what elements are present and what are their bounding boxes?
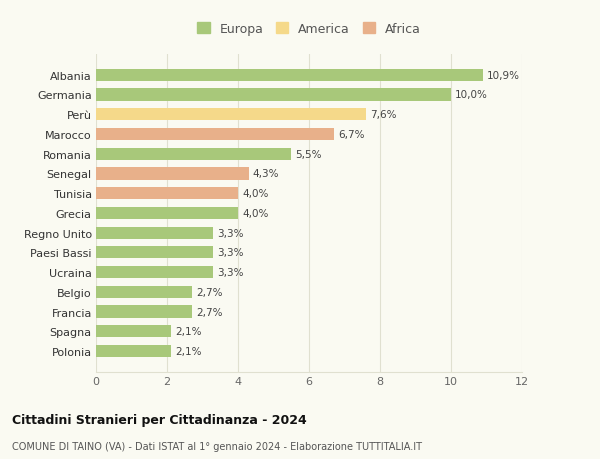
Text: 3,3%: 3,3%: [217, 268, 244, 278]
Text: 6,7%: 6,7%: [338, 130, 365, 140]
Bar: [96, 148, 291, 161]
Bar: [96, 69, 483, 82]
Text: 2,7%: 2,7%: [196, 287, 223, 297]
Bar: [96, 109, 366, 121]
Bar: [96, 207, 238, 219]
Text: 4,0%: 4,0%: [242, 189, 269, 199]
Bar: [96, 306, 192, 318]
Text: 10,9%: 10,9%: [487, 71, 520, 81]
Bar: [96, 227, 213, 239]
Text: 4,0%: 4,0%: [242, 208, 269, 218]
Bar: [96, 286, 192, 298]
Bar: [96, 345, 170, 358]
Bar: [96, 266, 213, 279]
Legend: Europa, America, Africa: Europa, America, Africa: [194, 20, 424, 38]
Bar: [96, 247, 213, 259]
Text: 2,1%: 2,1%: [175, 327, 202, 336]
Text: 5,5%: 5,5%: [296, 149, 322, 159]
Text: COMUNE DI TAINO (VA) - Dati ISTAT al 1° gennaio 2024 - Elaborazione TUTTITALIA.I: COMUNE DI TAINO (VA) - Dati ISTAT al 1° …: [12, 441, 422, 451]
Bar: [96, 89, 451, 101]
Bar: [96, 188, 238, 200]
Bar: [96, 129, 334, 141]
Text: 10,0%: 10,0%: [455, 90, 488, 100]
Text: 2,1%: 2,1%: [175, 346, 202, 356]
Text: 2,7%: 2,7%: [196, 307, 223, 317]
Bar: [96, 325, 170, 338]
Text: 3,3%: 3,3%: [217, 228, 244, 238]
Text: 3,3%: 3,3%: [217, 248, 244, 258]
Bar: [96, 168, 248, 180]
Text: Cittadini Stranieri per Cittadinanza - 2024: Cittadini Stranieri per Cittadinanza - 2…: [12, 413, 307, 426]
Text: 7,6%: 7,6%: [370, 110, 397, 120]
Text: 4,3%: 4,3%: [253, 169, 280, 179]
